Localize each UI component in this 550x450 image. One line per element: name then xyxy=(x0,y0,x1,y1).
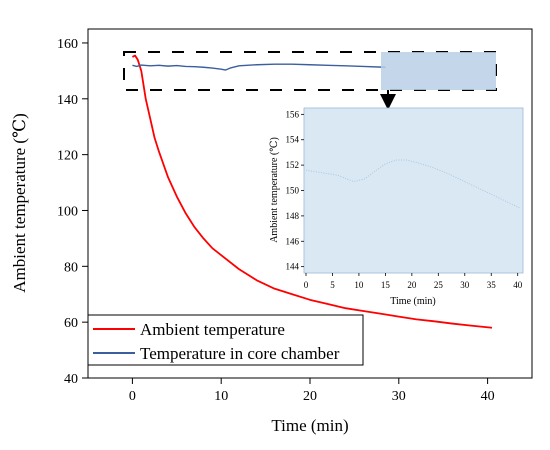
y-tick-label: 60 xyxy=(64,316,78,331)
inset-y-tick-label: 144 xyxy=(286,262,300,272)
x-tick-label: 40 xyxy=(481,389,495,404)
series-line-ambient xyxy=(131,54,493,329)
inset-axis-ticks: 0 5 10 15 20 25 30 35 40 144 146 148 150 152 154 156 xyxy=(286,109,523,290)
inset-series-line xyxy=(305,159,521,209)
inset-y-tick-label: 148 xyxy=(286,211,300,221)
inset-y-tick-label: 150 xyxy=(286,186,300,196)
zoom-highlight xyxy=(381,52,496,90)
x-tick-label: 10 xyxy=(214,389,228,404)
inset-x-tick-label: 30 xyxy=(460,280,470,290)
inset-series-group xyxy=(305,159,521,209)
inset-y-tick-label: 154 xyxy=(286,135,300,145)
inset-x-tick-label: 25 xyxy=(434,280,444,290)
inset-x-tick-label: 20 xyxy=(407,280,417,290)
inset-x-tick-label: 40 xyxy=(513,280,523,290)
y-tick-label: 120 xyxy=(57,149,78,164)
legend-box xyxy=(87,314,364,366)
inset-x-tick-label: 0 xyxy=(304,280,309,290)
x-tick-label: 20 xyxy=(303,389,317,404)
legend: Ambient temperature Temperature in core … xyxy=(87,314,364,366)
inset-x-axis-title: Time (min) xyxy=(390,296,435,307)
inset-y-tick-label: 156 xyxy=(286,109,300,119)
legend-label-ambient: Ambient temperature xyxy=(140,320,285,339)
inset-background xyxy=(303,107,524,274)
main-series-group xyxy=(131,54,493,329)
x-tick-label: 0 xyxy=(129,389,136,404)
main-y-axis-title: Ambient temperature (℃) xyxy=(10,113,29,293)
inset-x-tick-label: 10 xyxy=(354,280,364,290)
inset-y-axis-title: Ambient temperature (℃) xyxy=(269,137,280,243)
y-tick-label: 100 xyxy=(57,204,78,219)
inset-x-tick-label: 35 xyxy=(487,280,497,290)
y-tick-label: 160 xyxy=(57,37,78,52)
y-tick-label: 80 xyxy=(64,260,78,275)
y-tick-label: 40 xyxy=(64,372,78,387)
y-tick-label: 140 xyxy=(57,93,78,108)
inset-x-tick-label: 5 xyxy=(330,280,335,290)
zoom-annotation xyxy=(123,51,497,110)
inset-y-tick-label: 152 xyxy=(286,160,300,170)
inset-x-tick-label: 15 xyxy=(381,280,391,290)
inset-y-tick-label: 146 xyxy=(286,236,300,246)
main-x-axis-title: Time (min) xyxy=(271,416,348,435)
legend-label-core: Temperature in core chamber xyxy=(140,344,340,363)
x-tick-label: 30 xyxy=(392,389,406,404)
series-line-core xyxy=(132,63,386,71)
